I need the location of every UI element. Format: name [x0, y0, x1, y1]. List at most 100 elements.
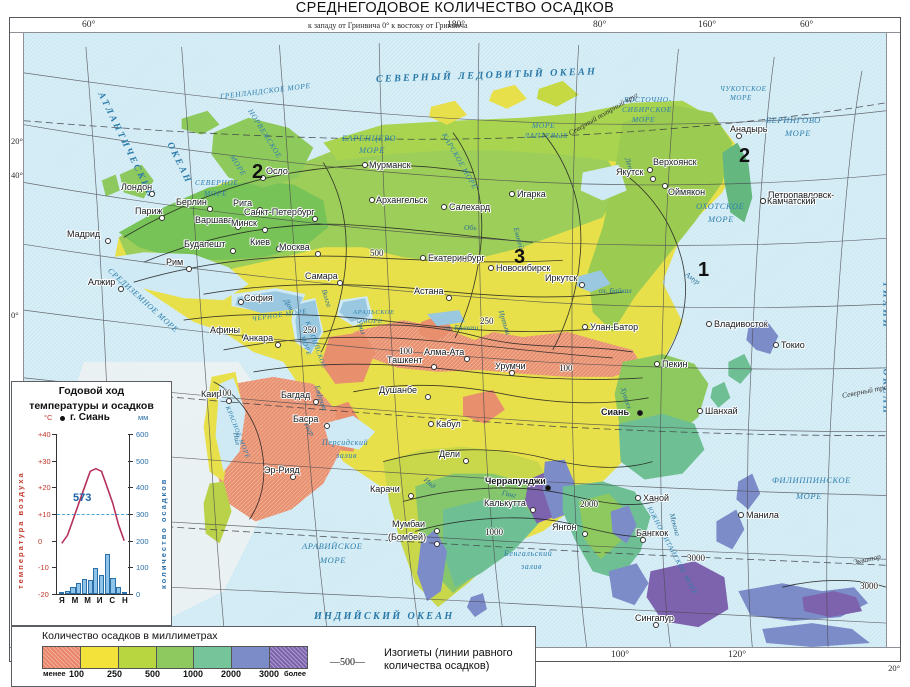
city-dot-36	[653, 360, 660, 367]
precip-bar-М	[70, 587, 76, 594]
precip-tick-6: 0	[136, 590, 141, 599]
legend-swatch-5[interactable]	[232, 647, 271, 668]
city-dot-12	[225, 397, 232, 404]
legend-swatch-6[interactable]	[270, 647, 308, 668]
page-title: СРЕДНЕГОДОВОЕ КОЛИЧЕСТВО ОСАДКОВ	[295, 0, 615, 16]
precip-tick-mark-4	[128, 540, 133, 542]
legend-label-more: более	[284, 669, 307, 678]
city-dot-16	[311, 215, 318, 222]
city-dot-35	[772, 341, 779, 348]
zero-line	[57, 514, 129, 515]
precip-bar-Ф	[64, 591, 70, 594]
temp-tick-mark-0	[52, 434, 57, 435]
temp-tick-5: -10	[38, 563, 49, 573]
station-dot	[60, 416, 65, 421]
temp-tick-mark-2	[52, 487, 57, 489]
isoline-description: Изогиеты (линии равного количества осадк…	[384, 647, 513, 673]
temp-tick-mark-5	[52, 567, 57, 569]
precip-bar-Я	[59, 592, 65, 594]
city-dot-25	[508, 190, 515, 197]
city-dot-18	[361, 161, 368, 168]
map-legend[interactable]: Количество осадков в миллиметрах менее 10…	[11, 626, 536, 687]
temp-unit-label: °C	[44, 413, 53, 422]
isoline-sample-value: 500	[340, 657, 355, 668]
city-dot-43	[427, 420, 434, 427]
temp-tick-mark-6	[52, 594, 57, 595]
city-dot-20	[336, 279, 343, 286]
city-dot-8	[117, 285, 124, 292]
city-dot-46	[323, 422, 330, 429]
top-axis-tick-2: 80°	[593, 20, 607, 30]
precip-bar-И	[93, 567, 99, 594]
city-dot-6	[229, 247, 236, 254]
top-coordinate-axis	[10, 18, 900, 33]
precip-tick-mark-1	[128, 460, 133, 462]
city-dot-1	[158, 214, 165, 221]
city-dot-26	[578, 281, 585, 288]
city-dot-33	[759, 197, 766, 204]
right-coordinate-axis	[886, 33, 900, 647]
city-dot-24	[487, 264, 494, 271]
greenwich-note: к западу от Гринвича 0° к востоку от Гри…	[308, 20, 468, 30]
city-dot-42	[424, 393, 431, 400]
city-dot-2	[104, 237, 111, 244]
legend-swatch-4[interactable]	[194, 647, 233, 668]
precip-tick-0: 600	[136, 430, 149, 439]
city-dot-0	[148, 190, 155, 197]
annual-total-label: 573	[73, 492, 92, 504]
city-dot-49	[433, 527, 440, 534]
precip-tick-mark-3	[128, 514, 133, 515]
bottom-axis-tick-1: 120°	[728, 650, 747, 660]
precip-bar-А	[98, 574, 105, 594]
city-dot-9	[237, 298, 244, 305]
climograph-inset[interactable]: Годовой ход температуры и осадков °C г. …	[11, 381, 172, 626]
legend-swatch-2[interactable]	[118, 647, 157, 668]
month-label-3: И	[96, 596, 103, 605]
city-dot-10	[241, 333, 248, 340]
precip-bar-Д	[121, 592, 127, 594]
city-dot-54	[634, 494, 641, 501]
map-frame: к западу от Гринвича 0° к востоку от Гри…	[9, 17, 901, 687]
precip-tick-4: 200	[136, 536, 149, 546]
temp-tick-mark-3	[52, 514, 57, 515]
city-dot-40	[463, 355, 470, 362]
city-dot-31	[735, 132, 742, 139]
legend-color-scale[interactable]	[42, 646, 308, 669]
city-dot-52	[529, 506, 536, 513]
city-dot-29	[646, 166, 653, 173]
city-dot-4	[259, 174, 266, 181]
city-dot-7	[185, 265, 192, 272]
temp-tick-3: +10	[38, 510, 51, 519]
precip-bar-О	[110, 578, 116, 594]
temperature-curve	[61, 467, 125, 544]
month-label-5: Н	[122, 596, 128, 605]
station-name: г. Сиань	[70, 412, 110, 423]
city-dot-38	[696, 407, 703, 414]
city-dot-57	[652, 621, 659, 628]
precip-tick-1: 500	[136, 456, 149, 466]
temp-tick-1: +30	[38, 456, 51, 466]
city-dot-53	[581, 530, 588, 537]
isoline-desc-line2: количества осадков)	[384, 660, 490, 672]
legend-title: Количество осадков в миллиметрах	[42, 630, 218, 642]
city-dot-21	[440, 203, 447, 210]
temp-tick-mark-4	[52, 540, 57, 542]
inset-title-line2: температуры и осадков	[29, 400, 154, 412]
city-dot-13	[261, 226, 268, 233]
legend-swatch-3[interactable]	[156, 647, 195, 668]
city-dot-34	[705, 320, 712, 327]
month-label-1: М	[71, 596, 79, 605]
city-dot-51	[544, 484, 551, 491]
city-dot-48	[407, 492, 414, 499]
temp-tick-0: +40	[38, 430, 51, 439]
legend-swatch-0[interactable]	[43, 647, 81, 668]
city-dot-44	[462, 457, 469, 464]
legend-swatch-1[interactable]	[80, 647, 119, 668]
precip-tick-mark-0	[128, 434, 133, 435]
top-axis-tick-4: 60°	[800, 20, 814, 30]
top-axis-tick-1: 180°	[447, 20, 466, 30]
city-dot-14	[256, 206, 263, 213]
inset-title-line1: Годовой ход	[58, 385, 125, 397]
climograph-plot: 573	[56, 434, 130, 595]
isoline-dash-left: —	[330, 657, 340, 668]
